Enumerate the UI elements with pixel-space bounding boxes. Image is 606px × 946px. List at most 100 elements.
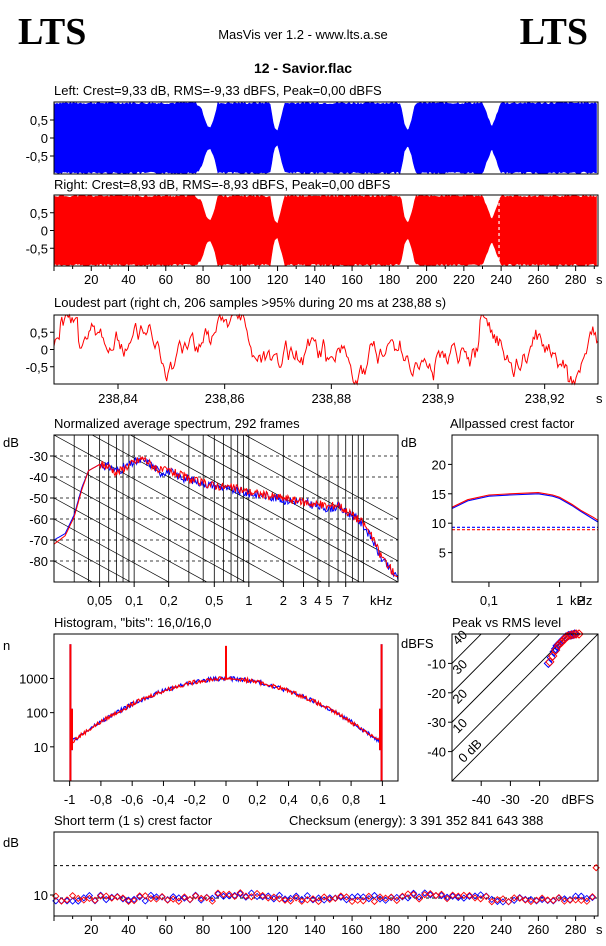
- crest-point-1: [393, 896, 401, 905]
- crest-point-1: [398, 892, 407, 900]
- crest-point-1: [572, 896, 580, 904]
- histogram-title: Histogram, "bits": 16,0/16,0: [54, 615, 211, 630]
- crest-point-0: [68, 897, 77, 905]
- crest-point-1: [259, 891, 267, 900]
- peak-rms-y-tick: -10: [427, 656, 446, 671]
- crest-point-1: [437, 890, 446, 898]
- crest-point-1: [203, 894, 211, 902]
- crest-point-1: [337, 892, 345, 900]
- histogram-x-tick: 1: [379, 792, 386, 807]
- crest-point-0: [292, 892, 300, 900]
- allpassed-series-1: [451, 492, 599, 521]
- crest-point-0: [404, 894, 412, 902]
- crest-point-1: [119, 894, 127, 902]
- crest-point-1: [247, 893, 256, 901]
- spectrum-x-tick: 0,2: [160, 593, 178, 608]
- crest-point-1: [85, 894, 94, 903]
- peak-rms-diagonal: [452, 634, 512, 694]
- crest-point-1: [303, 896, 312, 904]
- allpassed-x-unit: kHz: [570, 593, 592, 608]
- crest-point-1: [387, 893, 395, 901]
- crest-point-1: [376, 893, 384, 901]
- short_term_crest-x-tick: 200: [416, 922, 438, 937]
- crest-point-0: [63, 897, 71, 905]
- spectrum-title: Normalized average spectrum, 292 frames: [54, 416, 300, 431]
- crest-point-1: [348, 897, 356, 906]
- right-x-tick: 220: [453, 272, 475, 287]
- spectrum-x-tick: 7: [342, 593, 349, 608]
- crest-point-1: [286, 897, 295, 905]
- crest-point-1: [270, 893, 278, 901]
- crest-point-1: [74, 894, 82, 903]
- left-y-tick: 0,5: [30, 113, 48, 128]
- crest-point-0: [259, 893, 267, 901]
- loudest-x-unit: s: [596, 391, 603, 406]
- short_term_crest-x-tick: 80: [196, 922, 210, 937]
- short_term_crest-x-tick: 160: [341, 922, 363, 937]
- peak-rms-frame: [451, 633, 599, 782]
- loudest-x-tick: 238,86: [205, 391, 245, 406]
- crest-point-0: [108, 893, 116, 901]
- peak-rms-x-tick: -40: [472, 792, 491, 807]
- spectrum-slope-line: [54, 497, 208, 582]
- allpassed-y-label: dB: [401, 435, 417, 450]
- spectrum-slope-line: [244, 435, 398, 520]
- crest-point-0: [460, 894, 468, 902]
- crest-y-tick: 10: [34, 888, 48, 903]
- spectrum-slope-line: [54, 455, 285, 582]
- peak-rms-y-label: dBFS: [401, 636, 434, 651]
- crest-point-1: [381, 894, 390, 902]
- short_term_crest-x-tick: 240: [490, 922, 512, 937]
- short_term_crest-x-tick: 280: [565, 922, 587, 937]
- right-x-tick: 140: [304, 272, 326, 287]
- crest-point-1: [421, 891, 429, 899]
- crest-point-1: [331, 894, 339, 903]
- peak-rms-point-1: [548, 651, 558, 661]
- spectrum-y-tick: -60: [29, 512, 48, 527]
- histogram-x-tick: 0,4: [280, 792, 298, 807]
- spectrum-y-label: dB: [3, 435, 19, 450]
- crest-point-1: [186, 895, 194, 904]
- spectrum-slope-line: [54, 603, 398, 792]
- crest-point-1: [588, 893, 597, 901]
- crest-point-1: [320, 893, 328, 901]
- loudest-x-tick: 238,9: [422, 391, 455, 406]
- loudest-x-tick: 238,84: [98, 391, 138, 406]
- crest-point-1: [96, 892, 105, 900]
- crest-point-0: [588, 893, 597, 902]
- crest-point-1: [275, 895, 284, 903]
- crest-point-0: [119, 895, 127, 903]
- loudest-y-tick: 0,5: [30, 325, 48, 340]
- left-y-tick: -0,5: [26, 149, 48, 164]
- allpassed-y-tick: 20: [432, 457, 446, 472]
- loudest-y-tick: 0: [41, 343, 48, 358]
- crest-point-1: [225, 890, 233, 898]
- histogram-x-tick: -1: [64, 792, 76, 807]
- crest-point-1: [510, 894, 518, 902]
- crest-point-0: [303, 892, 312, 900]
- spectrum-y-tick: -50: [29, 491, 48, 506]
- right-x-tick: 120: [267, 272, 289, 287]
- crest-point-0: [454, 893, 462, 902]
- allpassed-frame: [451, 434, 599, 583]
- histogram-y-label: n: [3, 638, 10, 653]
- crest-point-1: [80, 896, 88, 904]
- left-y-tick: 0: [41, 131, 48, 146]
- crest-point-1: [180, 893, 189, 901]
- crest-point-0: [326, 894, 334, 902]
- crest-point-1: [555, 893, 563, 902]
- crest-point-1: [242, 892, 250, 900]
- crest-point-0: [393, 893, 401, 902]
- crest-point-1: [197, 894, 205, 903]
- spectrum-x-tick: 0,05: [87, 593, 112, 608]
- crest-point-0: [102, 895, 110, 904]
- short_term_crest-x-unit: s: [596, 922, 603, 937]
- crest-point-1: [253, 889, 261, 898]
- crest-point-0: [527, 895, 535, 904]
- crest-point-1: [488, 898, 496, 906]
- crest-point-0: [275, 891, 284, 899]
- crest-point-1: [169, 895, 177, 903]
- spectrum-slope-line: [54, 476, 246, 582]
- crest-point-1: [68, 892, 77, 900]
